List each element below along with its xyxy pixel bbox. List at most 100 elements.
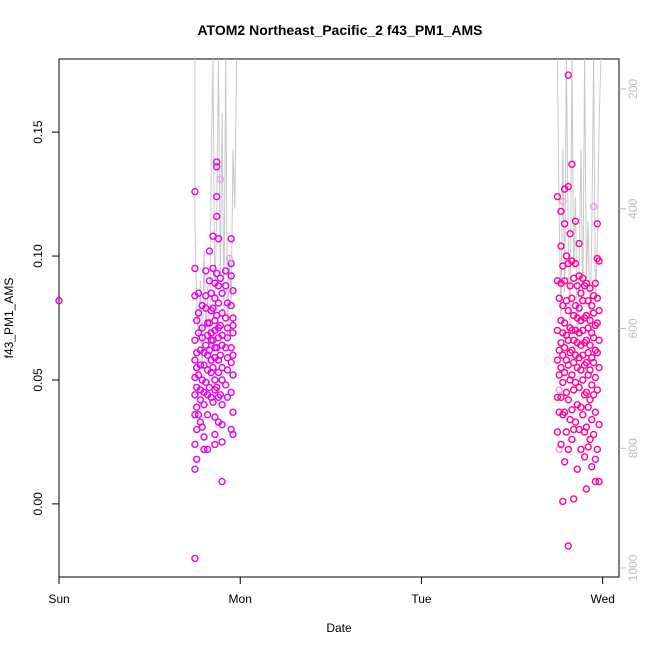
data-point [205, 247, 214, 255]
data-point [218, 376, 226, 384]
data-point [580, 453, 589, 461]
data-point [227, 301, 235, 310]
data-point [553, 356, 562, 364]
data-point [191, 465, 199, 473]
data-point [589, 202, 598, 211]
data-point [577, 366, 585, 374]
data-points [55, 71, 603, 563]
data-point [229, 351, 237, 359]
data-point [557, 363, 565, 372]
data-point [570, 495, 578, 503]
data-point [564, 396, 572, 404]
data-point [191, 554, 199, 563]
altitude-line-1 [556, 58, 602, 353]
data-point [221, 267, 230, 275]
data-point [595, 420, 603, 429]
data-point [209, 264, 217, 273]
data-point [557, 393, 565, 401]
x-tick-label: Tue [411, 592, 432, 606]
data-point [214, 234, 223, 243]
data-point [560, 277, 569, 285]
data-point [562, 252, 571, 260]
data-point [559, 197, 567, 206]
data-point [564, 71, 572, 79]
data-point [564, 182, 572, 191]
data-point [575, 383, 583, 392]
data-point [216, 391, 225, 399]
data-point [589, 430, 598, 439]
data-point [229, 329, 237, 337]
y2-tick-label: 200 [626, 79, 640, 99]
data-point [203, 445, 212, 454]
data-point [595, 336, 603, 344]
data-point [593, 294, 601, 302]
data-point [209, 304, 217, 312]
data-point [582, 423, 591, 431]
data-point [194, 411, 203, 419]
data-point [212, 163, 221, 171]
data-point [584, 443, 592, 451]
data-point [200, 361, 208, 369]
data-point [227, 358, 235, 367]
data-point [566, 229, 574, 238]
data-point [221, 381, 230, 389]
data-point [192, 316, 201, 325]
data-point [573, 465, 581, 473]
data-point [584, 349, 592, 357]
data-point [568, 435, 576, 444]
data-point [55, 297, 63, 305]
data-point [194, 289, 203, 297]
data-point [211, 294, 219, 302]
data-point [229, 408, 237, 416]
data-point [570, 358, 578, 367]
data-point [586, 316, 594, 325]
y2-tick-label: 400 [626, 198, 640, 218]
data-point [591, 373, 600, 382]
data-point [588, 415, 596, 424]
data-point [593, 386, 601, 394]
x-tick-label: Mon [229, 592, 252, 606]
y-axis: 0.00 0.05 0.10 0.15 [31, 120, 59, 516]
data-point [229, 430, 237, 439]
data-point [591, 455, 600, 463]
data-point [229, 321, 237, 330]
data-point [584, 403, 592, 411]
y-tick-label: 0.00 [31, 492, 45, 516]
data-point [223, 366, 232, 374]
data-point [229, 314, 237, 322]
data-point [196, 396, 205, 404]
y-tick-label: 0.10 [31, 244, 45, 268]
x-tick-label: Wed [590, 592, 614, 606]
data-point [211, 413, 219, 421]
data-point [582, 358, 591, 367]
data-point [191, 187, 199, 196]
data-point [211, 376, 219, 384]
data-point [560, 368, 569, 377]
data-point [209, 398, 217, 406]
y2-tick-label: 800 [626, 438, 640, 458]
data-point [211, 440, 219, 449]
y2-tick-label: 1000 [626, 554, 640, 581]
data-point [202, 267, 210, 275]
y-axis-label: f43_PM1_AMS [2, 278, 16, 359]
data-point [191, 356, 199, 364]
data-point [589, 391, 598, 399]
data-point [591, 477, 600, 486]
data-point [579, 376, 587, 384]
x-axis-label: Date [326, 621, 352, 635]
data-point [595, 257, 603, 265]
y2-tick-label: 600 [626, 318, 640, 338]
data-point [212, 192, 221, 201]
data-point [575, 304, 583, 312]
data-point [577, 403, 585, 411]
x-tick-label: Sun [48, 592, 69, 606]
data-point [200, 433, 208, 441]
chart-title: ATOM2 Northeast_Pacific_2 f43_PM1_AMS [197, 22, 482, 38]
data-point [557, 339, 565, 347]
data-point [595, 477, 603, 486]
data-point [198, 324, 206, 332]
data-point [203, 411, 212, 419]
data-point [571, 378, 580, 387]
